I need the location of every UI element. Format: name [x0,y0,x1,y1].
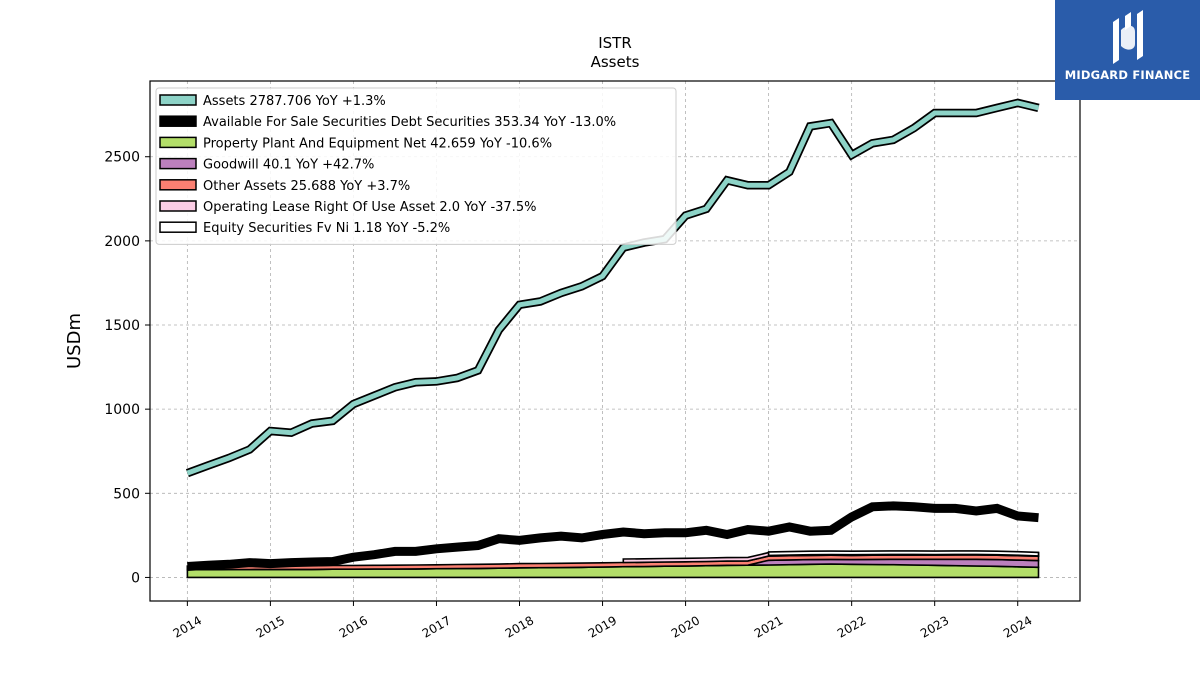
y-tick-label: 1500 [104,318,140,334]
x-tick-label: 2024 [1001,613,1034,640]
line-outline-available-for-sale-securities-debt-securities [187,501,1039,571]
series-lines [185,98,1040,571]
chart-title: ISTR [598,34,632,52]
legend-entry: Equity Securities Fv Ni 1.18 YoY -5.2% [203,221,450,236]
legend-box [155,87,677,245]
x-tick-label: 2016 [337,613,370,640]
y-axis-label: USDm [64,313,85,369]
legend-entry: Property Plant And Equipment Net 42.659 … [203,136,552,151]
x-tick-label: 2020 [669,613,702,640]
x-tick-label: 2018 [503,613,536,640]
y-axis: 0 500 1000 1500 2000 2500 [104,150,150,586]
x-axis: 2014 2015 2016 2017 2018 2019 2020 2021 2022 2023… [171,601,1034,641]
x-tick-label: 2021 [752,613,785,640]
y-tick-label: 2500 [104,150,140,166]
stacked-bands [186,550,1040,579]
y-tick-label: 500 [113,486,140,502]
y-tick-label: 1000 [104,402,140,418]
x-tick-label: 2023 [918,613,951,640]
x-tick-label: 2019 [586,613,619,640]
legend-swatch [159,94,197,106]
legend-entry: Other Assets 25.688 YoY +3.7% [203,179,410,194]
y-tick-label: 2000 [104,234,140,250]
y-tick-label: 0 [131,570,140,586]
legend-swatch [159,136,197,149]
chart-subtitle: Assets [591,53,640,71]
x-tick-label: 2014 [171,613,204,640]
legend-entry: Assets 2787.706 YoY +1.3% [203,94,386,109]
legend-swatch [159,115,197,127]
legend: Assets 2787.706 YoY +1.3% Available For S… [155,87,677,245]
legend-swatch [159,157,197,170]
band-equity-securities-fv-ni [767,550,1040,557]
legend-entry: Goodwill 40.1 YoY +42.7% [203,158,374,173]
brand-name: MIDGARD FINANCE [1064,68,1191,82]
x-tick-label: 2022 [835,613,868,640]
band-other-assets [186,554,1040,571]
legend-swatch [159,200,197,212]
legend-entry: Operating Lease Right Of Use Asset 2.0 Y… [203,200,536,215]
x-tick-label: 2017 [420,613,453,640]
plot-frame [149,80,1081,602]
x-tick-label: 2015 [254,613,287,640]
brand-logo: MIDGARD FINANCE [1055,0,1200,100]
line-assets [186,100,1040,476]
legend-entry: Available For Sale Securities Debt Secur… [203,115,616,130]
brand-logo-icon [1112,10,1143,64]
legend-swatch [159,221,197,233]
legend-swatch [159,179,197,191]
